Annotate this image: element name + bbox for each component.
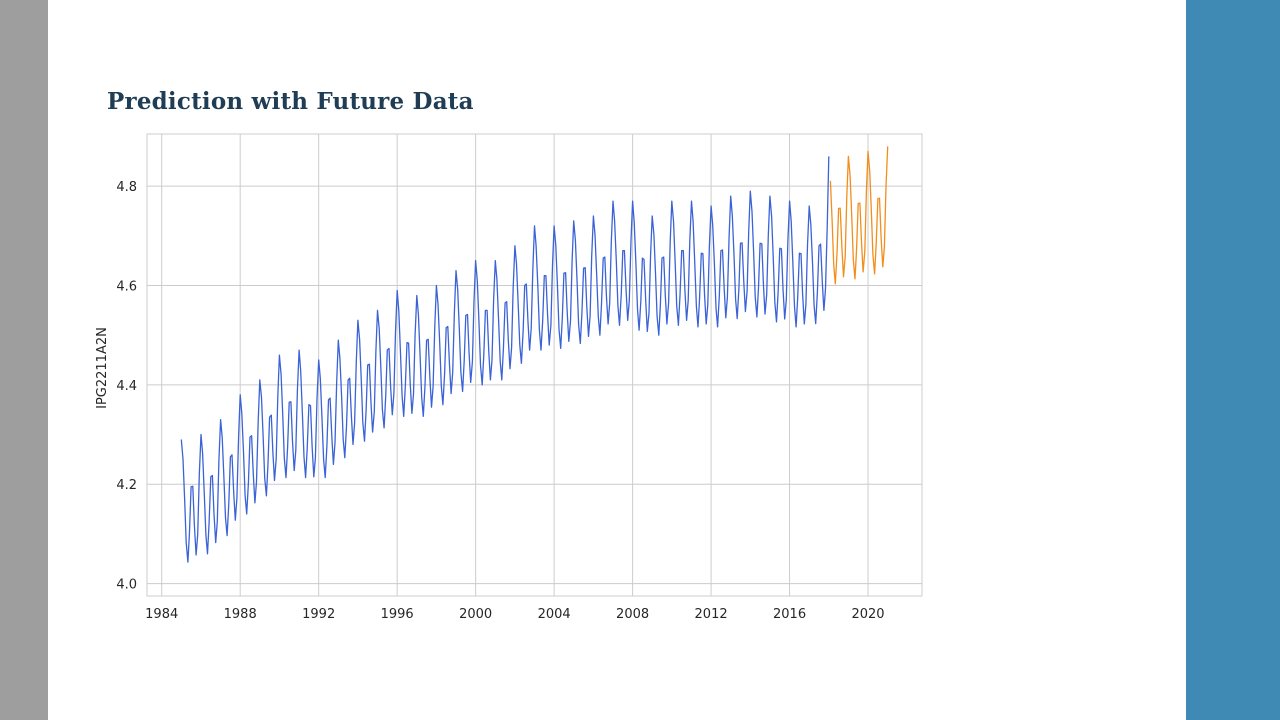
plot-frame [146,133,923,597]
left-accent-bar [0,0,48,720]
right-accent-bar [1186,0,1280,720]
grid-layer [147,134,922,596]
x-tick-label: 2012 [695,607,728,622]
tick-layer: 1984 1988 1992 1996 2000 2004 2008 2012 2016 2020… [116,180,884,622]
x-tick-label: 2008 [616,607,649,622]
x-tick-label: 1984 [145,607,178,622]
x-tick-label: 2000 [459,607,492,622]
y-tick-label: 4.8 [116,180,137,195]
y-tick-label: 4.4 [116,379,137,394]
x-tick-label: 2004 [538,607,571,622]
y-tick-label: 4.2 [116,478,137,493]
slide-title: Prediction with Future Data [107,88,474,115]
x-tick-label: 2020 [851,607,884,622]
x-tick-label: 1992 [302,607,335,622]
predicted-series-line [829,146,889,285]
x-tick-label: 2016 [773,607,806,622]
y-tick-label: 4.0 [116,578,137,593]
series-layer [180,146,889,563]
x-tick-label: 1996 [381,607,414,622]
y-axis-label: IPG2211A2N [95,327,110,409]
x-tick-label: 1988 [224,607,257,622]
observed-series-line [180,156,830,563]
y-tick-label: 4.6 [116,280,137,295]
